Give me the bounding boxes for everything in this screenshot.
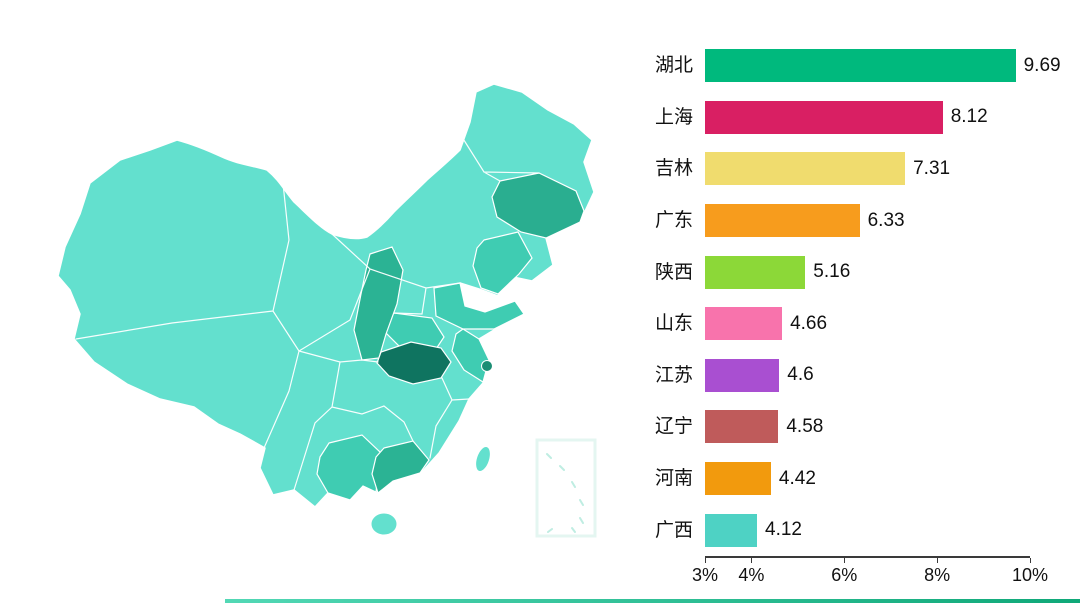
bar-track: 4.66 xyxy=(705,307,1030,341)
province-hubei xyxy=(376,341,452,385)
province-shanghai xyxy=(481,360,493,372)
value-label: 9.69 xyxy=(1023,54,1061,76)
hainan-island xyxy=(370,512,398,536)
category-label: 湖北 xyxy=(654,55,693,77)
category-label: 上海 xyxy=(654,106,693,128)
bar-5 xyxy=(705,307,783,341)
bar-rows: 湖北 9.69 上海 8.12 吉林 7.31 广东 6.33 陕西 5.16 山东 4.66 江苏 4.… xyxy=(647,40,1061,556)
value-label: 4.12 xyxy=(765,519,802,541)
category-label: 吉林 xyxy=(654,158,693,180)
value-label: 7.31 xyxy=(913,157,951,179)
bar-track: 7.31 xyxy=(705,152,1030,186)
bar-track: 6.33 xyxy=(705,204,1030,238)
bar-9 xyxy=(705,513,757,547)
value-label: 6.33 xyxy=(867,209,905,231)
bar-track: 9.69 xyxy=(705,49,1061,83)
province-jilin xyxy=(491,172,585,239)
bar-6 xyxy=(705,358,780,392)
value-label: 4.66 xyxy=(790,312,828,334)
bar-row: 广西 4.12 xyxy=(647,504,1030,556)
province-border-lines xyxy=(75,136,540,491)
category-label: 江苏 xyxy=(654,364,693,386)
bar-0 xyxy=(705,49,1016,83)
bar-track: 4.12 xyxy=(705,513,1030,547)
x-tick-label: 6% xyxy=(831,564,858,585)
x-tick-mark xyxy=(1030,557,1031,563)
bar-track: 4.58 xyxy=(705,410,1030,444)
bar-row: 湖北 9.69 xyxy=(647,40,1061,92)
x-tick-mark xyxy=(705,557,706,563)
bar-row: 山东 4.66 xyxy=(647,298,1030,350)
x-tick-mark xyxy=(937,557,939,563)
bar-row: 广东 6.33 xyxy=(647,195,1030,247)
bar-row: 陕西 5.16 xyxy=(647,246,1030,298)
x-tick-label: 10% xyxy=(1011,564,1049,585)
south-china-sea-inset-box xyxy=(535,438,597,538)
x-tick-label: 4% xyxy=(738,564,765,585)
value-label: 4.42 xyxy=(778,467,816,489)
bar-track: 8.12 xyxy=(705,100,1030,134)
bar-7 xyxy=(705,410,779,444)
category-label: 广东 xyxy=(654,210,693,232)
bar-4 xyxy=(705,255,806,289)
value-label: 4.58 xyxy=(786,415,824,437)
bar-row: 上海 8.12 xyxy=(647,92,1030,144)
value-label: 4.6 xyxy=(787,364,814,386)
province-shandong xyxy=(433,282,525,330)
x-tick-label: 8% xyxy=(924,564,951,585)
bar-3 xyxy=(705,204,860,238)
x-tick-mark xyxy=(751,557,753,563)
bar-1 xyxy=(705,100,943,134)
bar-row: 河南 4.42 xyxy=(647,453,1030,505)
bar-track: 5.16 xyxy=(705,255,1030,289)
bar-2 xyxy=(705,152,906,186)
china-outline xyxy=(57,83,595,508)
inset-island-marks xyxy=(546,453,584,533)
bar-row: 江苏 4.6 xyxy=(647,350,1030,402)
x-tick-mark xyxy=(844,557,846,563)
china-map xyxy=(57,83,597,538)
province-liaoning xyxy=(472,231,533,295)
footer-accent-rule xyxy=(225,599,1080,603)
province-guangxi xyxy=(316,434,382,501)
value-label: 5.16 xyxy=(813,261,851,283)
bar-8 xyxy=(705,462,771,496)
category-label: 广西 xyxy=(654,519,693,541)
taiwan-island xyxy=(475,445,491,473)
bar-chart: 湖北 9.69 上海 8.12 吉林 7.31 广东 6.33 陕西 5.16 山东 4.66 江苏 4.… xyxy=(647,40,1061,588)
bar-row: 吉林 7.31 xyxy=(647,143,1030,195)
bar-track: 4.6 xyxy=(705,358,1030,392)
province-guangdong xyxy=(371,440,430,495)
category-label: 山东 xyxy=(654,313,693,335)
x-tick-label: 3% xyxy=(691,564,719,585)
category-label: 陕西 xyxy=(654,261,693,283)
x-axis: 3% 4% 6% 8% 10% xyxy=(692,555,1048,588)
bar-row: 辽宁 4.58 xyxy=(647,401,1030,453)
category-label: 河南 xyxy=(654,468,693,490)
province-jiangsu xyxy=(451,328,490,383)
bar-track: 4.42 xyxy=(705,462,1030,496)
category-label: 辽宁 xyxy=(654,416,693,438)
value-label: 8.12 xyxy=(950,106,988,128)
map-area xyxy=(32,62,647,564)
